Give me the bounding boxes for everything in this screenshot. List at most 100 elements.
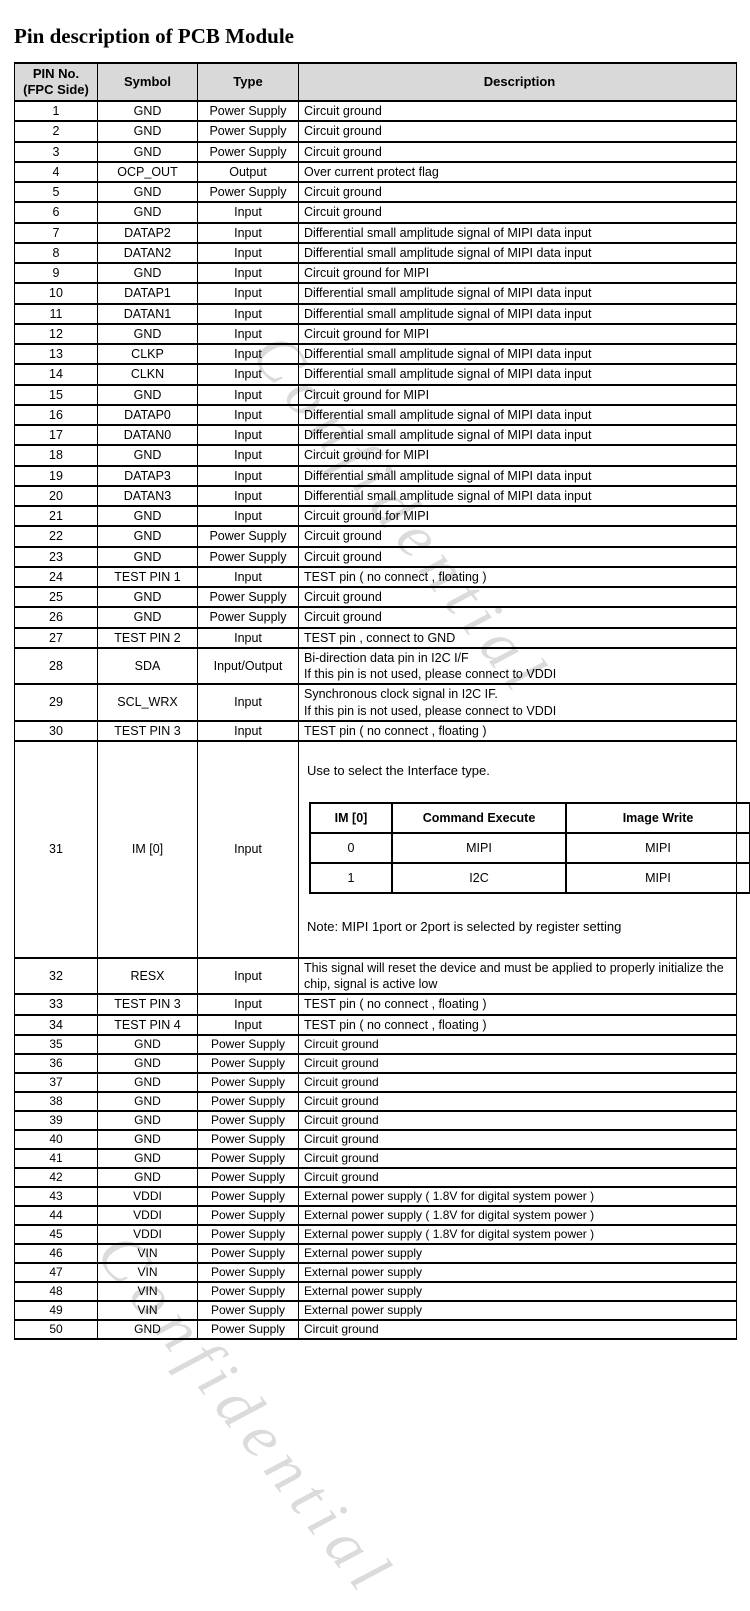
column-header-type: Type [197, 62, 299, 102]
pin-number-cell: 21 [14, 504, 98, 528]
symbol-cell: GND [97, 322, 198, 346]
table-row: 29 SCL_WRX Input Synchronous clock signa… [14, 683, 737, 722]
table-row: 7 DATAP2 Input Differential small amplit… [14, 221, 737, 244]
table-row: 36 GND Power Supply Circuit ground [14, 1052, 737, 1074]
description-cell: Differential small amplitude signal of M… [298, 282, 737, 305]
description-cell: Circuit ground for MIPI [298, 504, 737, 528]
pin-number-cell: 32 [14, 956, 98, 996]
description-cell: Over current protect flag [298, 160, 737, 184]
im0-value-cell: 1 [309, 862, 393, 895]
type-cell: Power Supply [197, 180, 299, 204]
command-execute-cell: I2C [391, 862, 567, 895]
table-row: 32 RESX Input This signal will reset the… [14, 956, 737, 996]
type-cell: Power Supply [197, 1090, 299, 1112]
image-write-cell: MIPI [565, 862, 750, 895]
symbol-cell: GND [97, 1147, 198, 1169]
symbol-cell: GND [97, 1128, 198, 1150]
type-cell: Power Supply [197, 99, 299, 123]
symbol-cell: GND [97, 606, 198, 629]
symbol-cell: GND [97, 180, 198, 204]
type-cell: Input [197, 201, 299, 224]
symbol-cell: GND [97, 585, 198, 609]
description-cell: Circuit ground [298, 1128, 737, 1150]
symbol-cell: CLKP [97, 342, 198, 366]
description-cell: Circuit ground [298, 1071, 737, 1093]
type-cell: Input [197, 261, 299, 285]
pin-number-cell: 36 [14, 1052, 98, 1074]
table-row: 10 DATAP1 Input Differential small ampli… [14, 282, 737, 305]
description-cell: Differential small amplitude signal of M… [298, 342, 737, 366]
description-cell: Circuit ground [298, 201, 737, 224]
pin-number-cell: 9 [14, 261, 98, 285]
description-cell: Circuit ground for MIPI [298, 383, 737, 406]
pin-number-cell: 49 [14, 1299, 98, 1321]
table-row: 16 DATAP0 Input Differential small ampli… [14, 403, 737, 427]
type-cell: Input [197, 342, 299, 366]
symbol-cell: GND [97, 444, 198, 467]
description-cell: External power supply [298, 1280, 737, 1302]
symbol-cell: SDA [97, 646, 198, 686]
pin-number-cell: 46 [14, 1242, 98, 1264]
type-cell: Power Supply [197, 1299, 299, 1321]
type-cell: Power Supply [197, 1185, 299, 1207]
type-cell: Input [197, 221, 299, 244]
table-row: 33 TEST PIN 3 Input TEST pin ( no connec… [14, 993, 737, 1016]
table-row: 13 CLKP Input Differential small amplitu… [14, 342, 737, 366]
table-row: 19 DATAP3 Input Differential small ampli… [14, 464, 737, 487]
symbol-cell: DATAN3 [97, 484, 198, 508]
type-cell: Input [197, 363, 299, 386]
description-cell: External power supply ( 1.8V for digital… [298, 1204, 737, 1226]
description-cell: Differential small amplitude signal of M… [298, 363, 737, 386]
description-cell: Circuit ground for MIPI [298, 322, 737, 346]
type-cell: Power Supply [197, 1128, 299, 1150]
table-row: 35 GND Power Supply Circuit ground [14, 1033, 737, 1055]
description-cell: Circuit ground [298, 1052, 737, 1074]
type-cell: Input [197, 626, 299, 649]
table-row: 9 GND Input Circuit ground for MIPI [14, 261, 737, 285]
symbol-cell: VIN [97, 1299, 198, 1321]
page-title: Pin description of PCB Module [14, 24, 295, 48]
symbol-cell: GND [97, 99, 198, 123]
pin-number-cell: 14 [14, 363, 98, 386]
table-row: 14 CLKN Input Differential small amplitu… [14, 363, 737, 386]
table-row: 26 GND Power Supply Circuit ground [14, 606, 737, 629]
symbol-cell: TEST PIN 2 [97, 626, 198, 649]
type-cell: Power Supply [197, 1223, 299, 1245]
description-cell: Circuit ground [298, 1033, 737, 1055]
pin-number-cell: 50 [14, 1318, 98, 1340]
pin-number-cell: 25 [14, 585, 98, 609]
pin-number-cell: 3 [14, 140, 98, 163]
interface-mode-header-row: IM [0] Command Execute Image Write [309, 802, 750, 835]
pin-number-cell: 30 [14, 719, 98, 743]
symbol-cell: GND [97, 545, 198, 568]
pin-number-cell: 31 [14, 740, 98, 959]
subcol-header-command-execute: Command Execute [391, 802, 567, 835]
table-row: 38 GND Power Supply Circuit ground [14, 1090, 737, 1112]
description-cell: External power supply [298, 1261, 737, 1283]
type-cell: Input [197, 1013, 299, 1036]
description-cell: Circuit ground [298, 180, 737, 204]
type-cell: Power Supply [197, 606, 299, 629]
table-row: 25 GND Power Supply Circuit ground [14, 585, 737, 609]
interface-mode-row: 0 MIPI MIPI [309, 832, 750, 865]
table-row: 30 TEST PIN 3 Input TEST pin ( no connec… [14, 719, 737, 743]
pin-number-cell: 37 [14, 1071, 98, 1093]
table-row: 50 GND Power Supply Circuit ground [14, 1318, 737, 1340]
table-row: 40 GND Power Supply Circuit ground [14, 1128, 737, 1150]
pin-number-cell: 41 [14, 1147, 98, 1169]
symbol-cell: SCL_WRX [97, 683, 198, 722]
table-row: 18 GND Input Circuit ground for MIPI [14, 444, 737, 467]
type-cell: Input [197, 719, 299, 743]
pin-number-cell: 22 [14, 525, 98, 548]
table-row: 43 VDDI Power Supply External power supp… [14, 1185, 737, 1207]
type-cell: Power Supply [197, 1109, 299, 1131]
table-row: 49 VIN Power Supply External power suppl… [14, 1299, 737, 1321]
pin-number-cell: 11 [14, 302, 98, 325]
description-cell: TEST pin ( no connect , floating ) [298, 719, 737, 743]
type-cell: Input [197, 565, 299, 589]
description-cell: Circuit ground [298, 140, 737, 163]
description-cell: Circuit ground [298, 99, 737, 123]
description-cell: Differential small amplitude signal of M… [298, 423, 737, 447]
description-cell: External power supply [298, 1299, 737, 1321]
symbol-cell: VIN [97, 1261, 198, 1283]
